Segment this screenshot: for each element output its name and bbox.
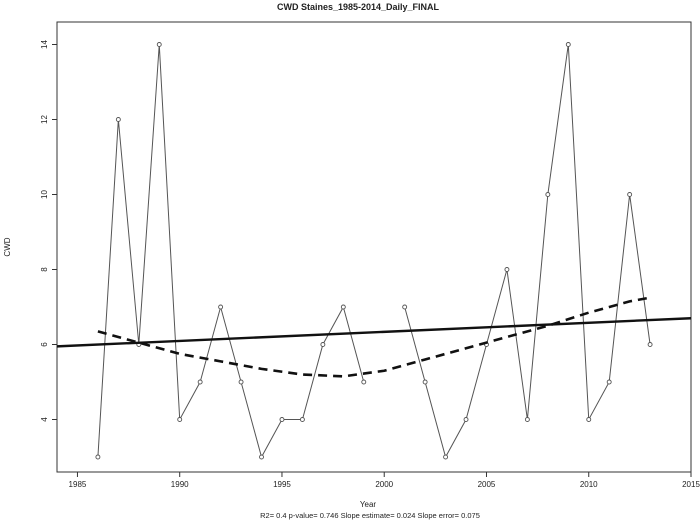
data-point <box>197 379 203 385</box>
linear-trend-line <box>56 317 692 348</box>
plot-area <box>56 42 692 460</box>
data-point <box>443 454 449 460</box>
data-point <box>647 342 653 347</box>
x-tick-label: 1995 <box>273 480 291 489</box>
y-tick-label: 10 <box>40 190 49 199</box>
data-point <box>299 417 305 422</box>
y-tick-label: 4 <box>40 417 49 422</box>
series-line <box>97 44 365 459</box>
data-point <box>402 304 408 310</box>
x-axis-label: Year <box>360 500 377 509</box>
chart-subtitle: R2= 0.4 p-value= 0.746 Slope estimate= 0… <box>260 511 480 520</box>
y-tick-label: 14 <box>40 40 49 49</box>
data-point <box>606 379 612 385</box>
data-point <box>586 417 592 422</box>
data-point <box>279 417 285 422</box>
data-point <box>545 192 551 197</box>
data-point <box>524 417 530 422</box>
plot-frame <box>56 21 692 473</box>
y-tick-label: 12 <box>40 115 49 124</box>
x-tick-label: 1985 <box>69 480 87 489</box>
data-point <box>422 379 428 385</box>
data-point <box>115 117 121 122</box>
data-point <box>177 417 183 422</box>
data-point <box>627 192 633 197</box>
data-point <box>565 42 571 47</box>
y-axis-label: CWD <box>3 237 12 256</box>
data-point <box>504 267 510 272</box>
x-tick-label: 2010 <box>580 480 598 489</box>
data-point <box>238 379 244 385</box>
data-point <box>320 342 326 347</box>
data-point <box>361 379 367 385</box>
x-tick-label: 2000 <box>375 480 393 489</box>
data-point <box>340 304 346 310</box>
data-point <box>259 454 264 460</box>
data-point <box>463 417 469 422</box>
y-tick-label: 8 <box>40 267 49 272</box>
data-point <box>156 42 162 47</box>
data-point <box>218 304 224 310</box>
y-axis: 4 6 8 10 12 14 <box>40 40 57 422</box>
series-line <box>404 44 651 459</box>
x-axis: 1985 1990 1995 2000 2005 2010 2015 <box>69 472 700 489</box>
smoothed-trend-line <box>97 296 651 378</box>
data-point <box>95 454 101 460</box>
chart-title: CWD Staines_1985-2014_Daily_FINAL <box>277 2 440 12</box>
y-tick-label: 6 <box>40 342 49 347</box>
x-tick-label: 2005 <box>478 480 496 489</box>
x-tick-label: 2015 <box>682 480 700 489</box>
x-tick-label: 1990 <box>171 480 189 489</box>
